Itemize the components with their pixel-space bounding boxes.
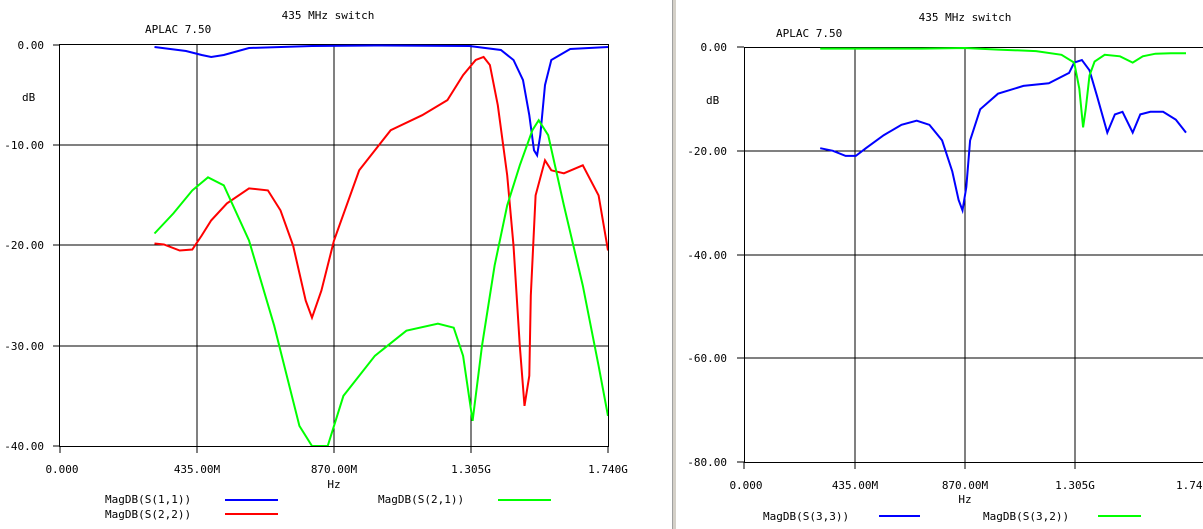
y-tick-label: -30.00 [4,340,44,353]
x-tick-marks [743,462,1076,469]
x-tick-label: 1.740G [588,463,628,476]
right-chart-window: 435 MHz switch APLAC 7.50 dB Hz 0.00 -20… [676,0,1203,529]
series-line-s32 [820,46,1186,128]
window-divider [672,0,676,529]
y-tick-label: -40.00 [687,249,727,262]
x-tick-marks [59,446,609,453]
legend-label-s21: MagDB(S(2,1)) [378,493,464,506]
x-axis-label: Hz [958,493,971,506]
chart-title: 435 MHz switch [919,11,1012,24]
chart-title: 435 MHz switch [282,9,375,22]
series-line-s21 [153,118,608,446]
x-tick-label: 1.305G [451,463,491,476]
y-tick-label: -80.00 [687,456,727,469]
series-group [819,46,1187,215]
y-tick-marks [737,46,744,463]
y-tick-marks [53,44,60,447]
legend-label-s11: MagDB(S(1,1)) [105,493,191,506]
series-line-s11 [154,44,608,159]
x-tick-label: 870.00M [942,479,989,492]
x-tick-label: 0.000 [729,479,762,492]
left-chart: 435 MHz switch APLAC 7.50 dB Hz 0.00 -10… [4,9,628,521]
y-axis-label: dB [706,94,720,107]
x-tick-label: 1.740G [1176,479,1203,492]
series-group [153,44,608,446]
y-tick-label: 0.00 [701,41,728,54]
left-chart-window: 435 MHz switch APLAC 7.50 dB Hz 0.00 -10… [4,9,628,521]
x-tick-label: 435.00M [832,479,879,492]
program-label: APLAC 7.50 [145,23,211,36]
program-label: APLAC 7.50 [776,27,842,40]
series-line-s33 [819,58,1187,215]
legend-label-s33: MagDB(S(3,3)) [763,510,849,523]
right-chart: 435 MHz switch APLAC 7.50 dB Hz 0.00 -20… [687,11,1203,523]
y-tick-label: -60.00 [687,352,727,365]
y-tick-label: 0.00 [18,39,45,52]
y-tick-label: -20.00 [4,239,44,252]
x-tick-label: 435.00M [174,463,221,476]
x-axis-label: Hz [327,478,340,491]
x-tick-label: 1.305G [1055,479,1095,492]
y-axis-label: dB [22,91,36,104]
y-tick-label: -40.00 [4,440,44,453]
y-tick-label: -10.00 [4,139,44,152]
legend-label-s22: MagDB(S(2,2)) [105,508,191,521]
series-line-s22 [154,55,608,407]
x-tick-label: 870.00M [311,463,358,476]
legend-label-s32: MagDB(S(3,2)) [983,510,1069,523]
y-tick-label: -20.00 [687,145,727,158]
x-tick-label: 0.000 [45,463,78,476]
